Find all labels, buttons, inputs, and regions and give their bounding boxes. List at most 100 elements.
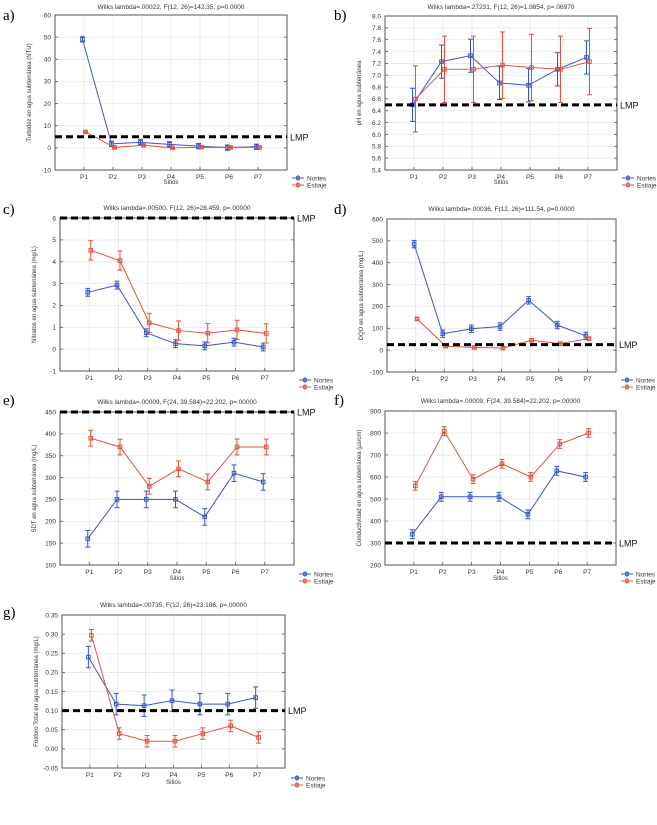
data-point (468, 53, 473, 58)
panel-letter: f) (334, 393, 344, 409)
panel-letter: b) (334, 8, 347, 24)
legend-label: Nortes (636, 377, 656, 384)
data-point (200, 731, 206, 736)
data-point (529, 338, 534, 343)
data-point (167, 142, 172, 147)
data-point (172, 738, 178, 744)
legend-label: Estiaje (314, 384, 334, 391)
y-tick-label: 8.0 (372, 13, 381, 20)
x-tick-label: P7 (254, 174, 262, 181)
data-point (526, 298, 531, 303)
data-point (253, 695, 258, 700)
legend-label: Estiaje (307, 182, 327, 189)
y-tick-label: 0.25 (45, 651, 58, 658)
y-tick-label: 300 (370, 540, 381, 547)
chart-title: Wilks lambda=.27231, F(12, 26)=1.9854, p… (428, 4, 575, 11)
data-point (85, 290, 91, 295)
y-tick-label: 300 (372, 282, 383, 289)
series-line (85, 131, 260, 149)
x-tick-label: P4 (170, 772, 178, 779)
y-tick-label: 6.8 (372, 84, 381, 91)
x-tick-label: P1 (85, 375, 93, 382)
y-tick-label: -0.05 (43, 765, 58, 772)
x-tick-label: P7 (584, 174, 592, 181)
series-estiaje (88, 629, 262, 748)
y-tick-label: 7.6 (372, 37, 381, 44)
chart-panel-g: g) Wilks lambda=.00735, F(12, 26)=23.106,… (3, 602, 326, 789)
chart-panel-f: f) Wilks lambda=.00009, F(24, 39.584)=22.… (334, 393, 656, 585)
legend-label: Estiaje (637, 182, 657, 189)
panel-letter: g) (3, 605, 16, 621)
legend-label: Estiaje (314, 578, 334, 585)
legend-swatch-marker (303, 385, 307, 389)
data-point (80, 37, 85, 42)
y-tick-label: 300 (45, 475, 56, 482)
y-tick-label: 6.0 (372, 132, 381, 139)
y-tick-label: 50 (44, 34, 52, 41)
legend-swatch-marker (625, 572, 629, 576)
legend-label: Estiaje (306, 782, 326, 789)
series-nortes (411, 239, 589, 341)
legend-label: Nortes (307, 175, 327, 182)
data-point (117, 444, 123, 450)
x-tick-label: P3 (138, 174, 146, 181)
y-tick-label: 6.6 (372, 96, 381, 103)
y-axis-label: Turbidez en agua subterránea (NTU) (27, 43, 33, 141)
y-tick-label: 600 (370, 474, 381, 481)
data-point (525, 512, 531, 517)
chart-title: Wilks lambda=.00735, F(12, 26)=23.106, p… (100, 602, 247, 609)
x-tick-label: P6 (225, 174, 233, 181)
data-point (586, 430, 591, 436)
y-tick-label: 6.4 (372, 108, 381, 115)
y-tick-label: 7.8 (372, 25, 381, 32)
chart-panel-b: b) Wilks lambda=.27231, F(12, 26)=1.9854,… (334, 4, 657, 189)
data-point (260, 479, 266, 485)
legend-swatch-marker (625, 378, 629, 382)
x-tick-label: P5 (525, 569, 533, 576)
x-tick-label: P1 (80, 174, 88, 181)
series-line (90, 635, 259, 742)
series-nortes (85, 280, 266, 352)
data-point (528, 474, 534, 480)
legend-label: Nortes (314, 377, 334, 384)
chart-panel-d: d) Wilks lambda=.00036, F(12, 26)=111.54,… (334, 202, 656, 391)
y-tick-label: 600 (372, 216, 383, 223)
data-point (467, 494, 473, 500)
x-tick-label: P1 (412, 376, 420, 383)
data-point (205, 479, 211, 485)
data-point (231, 470, 237, 476)
y-tick-label: 7.4 (372, 49, 381, 56)
data-point (263, 331, 269, 336)
series-estiaje (88, 240, 269, 344)
panel-letter: a) (3, 8, 15, 24)
data-point (88, 248, 94, 253)
data-point (170, 145, 175, 151)
data-point (439, 59, 444, 64)
data-point (256, 735, 261, 740)
data-point (586, 336, 592, 341)
x-tick-label: P4 (173, 375, 181, 382)
limit-line-label: LMP (297, 214, 316, 224)
data-point (197, 701, 203, 707)
y-tick-label: 200 (370, 562, 381, 569)
x-axis-label: Sitios (164, 180, 179, 186)
series-line (411, 470, 586, 535)
x-tick-label: P2 (114, 772, 122, 779)
x-tick-label: P3 (144, 375, 152, 382)
limit-line-label: LMP (619, 539, 638, 549)
legend-swatch-marker (625, 579, 629, 583)
y-tick-label: 5.4 (372, 167, 381, 174)
data-point (558, 67, 563, 72)
x-tick-label: P2 (439, 174, 447, 181)
legend-swatch-marker (625, 385, 629, 389)
series-nortes (409, 465, 589, 540)
y-tick-label: 0.30 (45, 631, 58, 638)
data-point (410, 531, 415, 537)
panel-letter: e) (3, 393, 15, 409)
y-tick-label: -1 (50, 368, 56, 375)
y-tick-label: 7.2 (372, 61, 381, 68)
x-tick-label: P7 (261, 375, 269, 382)
data-point (114, 497, 120, 502)
